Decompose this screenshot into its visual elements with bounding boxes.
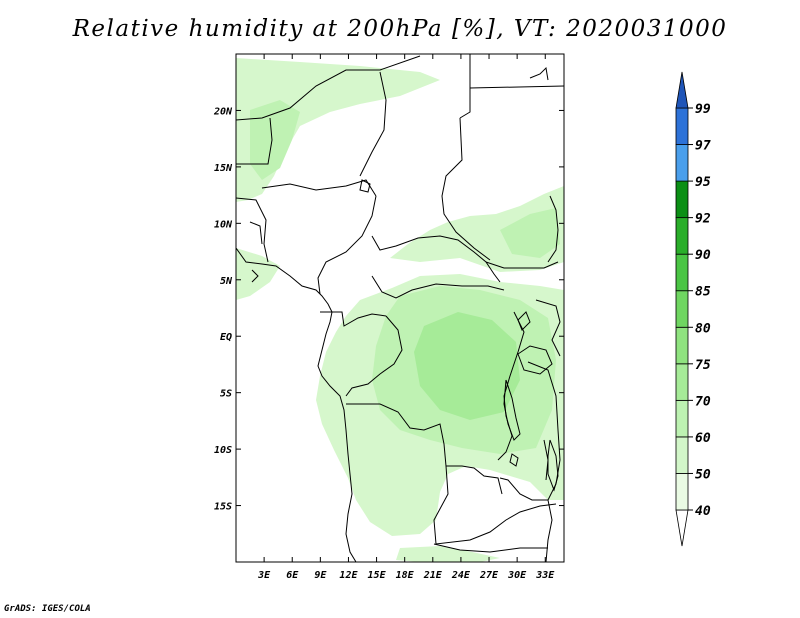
colorbar-segment	[675, 253, 689, 292]
border-sudan-ss	[485, 261, 559, 269]
border-nigeria-cameroon	[317, 195, 377, 295]
colorbar: 40 50 60 70 75 80 85 90 92 95 97 99	[675, 71, 711, 547]
colorbar-segment	[675, 473, 689, 511]
humidity-region-east-inner	[500, 208, 560, 258]
colorbar-label: 75	[695, 358, 711, 373]
border-chad-sudan	[441, 117, 491, 261]
colorbar-segment	[675, 326, 689, 365]
lon-label: 6E	[286, 570, 299, 581]
humidity-field	[236, 58, 564, 562]
colorbar-label: 95	[695, 175, 711, 190]
lon-label: 12E	[339, 570, 358, 581]
lat-label: 5N	[220, 276, 233, 287]
border-libya-south	[236, 55, 421, 121]
colorbar-segment	[675, 217, 689, 255]
border-mozambique	[545, 499, 553, 562]
border-drc-south	[346, 403, 503, 495]
border-guinea	[249, 221, 263, 245]
coastline-red-sea	[529, 66, 549, 81]
colorbar-segment	[675, 399, 689, 438]
boundary-lines	[236, 54, 564, 562]
colorbar-arrow-high	[675, 71, 689, 109]
lon-label: 9E	[314, 570, 327, 581]
lake-tanganyika	[503, 379, 521, 441]
colorbar-label: 40	[695, 504, 711, 519]
humidity-region-north	[236, 58, 440, 202]
border-congo-drc	[345, 315, 403, 397]
lon-label: 18E	[396, 570, 415, 581]
lat-label: 5S	[220, 389, 232, 400]
grads-credit: GrADS: IGES/COLA	[4, 604, 91, 614]
border-uganda-kenya	[535, 299, 561, 357]
colorbar-segment	[675, 436, 689, 474]
humidity-region-south	[396, 546, 500, 562]
humidity-region-west	[236, 248, 280, 300]
lon-label: 24E	[451, 570, 471, 581]
border-drc-east	[497, 311, 525, 461]
lon-label: 27E	[479, 570, 499, 581]
colorbar-label: 97	[695, 139, 711, 154]
colorbar-segment	[675, 180, 689, 219]
border-zambia-drc	[499, 477, 548, 501]
colorbar-label: 70	[695, 394, 711, 409]
coastline-west	[236, 247, 357, 562]
lake-albert	[517, 311, 531, 331]
lat-label: 20N	[213, 106, 233, 117]
border-car	[371, 235, 501, 283]
lat-label: 10N	[214, 219, 233, 230]
colorbar-label: 60	[695, 431, 711, 446]
map-title: Relative humidity at 200hPa [%], VT: 202…	[72, 16, 728, 42]
lon-label: 21E	[423, 570, 443, 581]
lon-label: 33E	[535, 570, 555, 581]
humidity-region-central-core	[414, 312, 520, 420]
lon-label: 30E	[507, 570, 527, 581]
border-angola-zambia	[433, 465, 557, 545]
lake-volta	[251, 269, 259, 283]
colorbar-label: 85	[695, 285, 711, 300]
lon-label: 3E	[257, 570, 271, 581]
lat-label: EQ	[220, 332, 232, 343]
lake-mweru	[509, 453, 519, 467]
colorbar-label: 50	[695, 467, 711, 482]
lat-label: 15N	[214, 163, 233, 174]
border-niger-chad	[359, 71, 387, 177]
lon-label: 15E	[368, 570, 387, 581]
lake-victoria	[517, 345, 553, 375]
colorbar-segment	[675, 144, 689, 182]
colorbar-label: 80	[695, 321, 711, 336]
colorbar-segment	[675, 363, 689, 401]
colorbar-arrow-low	[675, 509, 689, 547]
border-zambia-south	[433, 543, 548, 553]
colorbar-segment	[675, 107, 689, 145]
latitude-axis: 20N 15N 10N 5N EQ 5S 10S 15S	[213, 106, 564, 513]
colorbar-segment	[675, 290, 689, 328]
lake-chad	[359, 179, 371, 193]
lat-label: 10S	[214, 445, 232, 456]
border-west-africa	[236, 197, 269, 263]
border-mali	[236, 117, 273, 165]
border-car-south	[371, 275, 505, 299]
map-frame	[235, 53, 565, 563]
colorbar-label: 92	[695, 212, 711, 227]
border-cameroon-gabon	[320, 311, 387, 327]
border-ethiopia	[547, 195, 559, 263]
border-libya-east	[459, 54, 471, 119]
lat-label: 15S	[214, 502, 232, 513]
border-niger-nigeria	[261, 179, 377, 197]
colorbar-label: 99	[695, 102, 711, 117]
longitude-axis: 3E 6E 9E 12E 15E 18E 21E 24E 27E 30E 33E	[257, 54, 555, 581]
lake-malawi	[547, 439, 559, 492]
humidity-region-north-inner	[250, 100, 300, 180]
colorbar-label: 90	[695, 248, 711, 263]
border-egypt-sudan	[469, 85, 564, 89]
